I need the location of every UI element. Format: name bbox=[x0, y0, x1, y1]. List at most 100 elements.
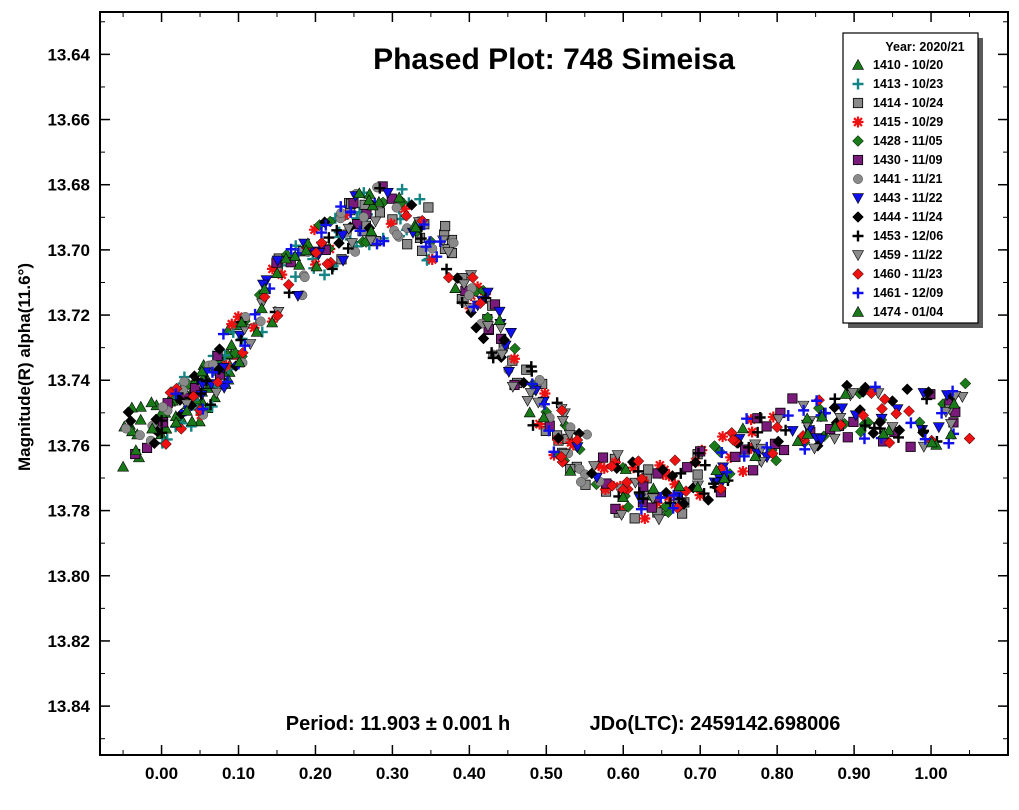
data-point bbox=[134, 413, 147, 425]
data-point bbox=[156, 415, 168, 427]
data-point bbox=[477, 332, 490, 345]
data-point bbox=[255, 316, 266, 327]
data-point bbox=[271, 267, 284, 278]
data-point bbox=[617, 491, 630, 502]
data-point bbox=[633, 487, 645, 499]
legend-marker bbox=[851, 305, 865, 317]
data-point bbox=[170, 388, 182, 400]
data-point bbox=[248, 322, 260, 334]
data-point bbox=[300, 244, 313, 256]
data-point bbox=[381, 188, 394, 199]
data-point bbox=[647, 482, 660, 494]
data-point bbox=[565, 436, 577, 448]
period-annotation: Period: 11.903 ± 0.001 h bbox=[286, 713, 510, 735]
data-point bbox=[150, 413, 163, 426]
data-point bbox=[752, 426, 764, 438]
data-point bbox=[699, 459, 711, 471]
data-point bbox=[487, 352, 499, 364]
data-point bbox=[289, 250, 302, 262]
data-point bbox=[611, 450, 624, 462]
data-point bbox=[354, 225, 366, 237]
data-point bbox=[486, 347, 498, 359]
data-point bbox=[945, 419, 958, 431]
data-point bbox=[279, 252, 292, 264]
data-point bbox=[449, 282, 462, 294]
data-point bbox=[364, 235, 377, 247]
data-point bbox=[426, 253, 438, 265]
data-point bbox=[932, 422, 945, 434]
data-point bbox=[657, 463, 669, 476]
data-point bbox=[308, 224, 320, 236]
data-point bbox=[791, 435, 804, 446]
data-point bbox=[675, 467, 687, 479]
x-axis: 0.00 0.10 0.20 0.30 0.40 0.50 0.60 0.70 0.80 0.90… bbox=[122, 12, 971, 783]
data-point bbox=[606, 479, 619, 492]
data-point bbox=[378, 235, 390, 247]
data-point bbox=[766, 447, 779, 460]
data-point bbox=[495, 349, 508, 361]
series-points bbox=[129, 187, 961, 502]
data-point bbox=[876, 402, 888, 415]
y-tick-label: 13.76 bbox=[47, 436, 90, 455]
data-point bbox=[391, 202, 402, 213]
data-point bbox=[610, 503, 621, 514]
data-point bbox=[258, 291, 271, 303]
data-point bbox=[673, 480, 686, 491]
data-point bbox=[160, 438, 172, 450]
data-point bbox=[695, 446, 706, 457]
data-point bbox=[315, 227, 327, 239]
data-point bbox=[556, 415, 569, 427]
data-point bbox=[901, 383, 914, 396]
data-point bbox=[250, 325, 263, 337]
data-point bbox=[615, 510, 628, 521]
data-point bbox=[959, 377, 972, 390]
y-tick-label: 13.74 bbox=[47, 371, 90, 390]
data-point bbox=[372, 195, 385, 207]
data-point bbox=[829, 393, 841, 405]
data-point bbox=[811, 395, 823, 407]
data-point bbox=[593, 460, 605, 472]
data-point bbox=[493, 306, 506, 318]
data-point bbox=[466, 271, 479, 284]
y-tick-label: 13.64 bbox=[47, 45, 90, 64]
data-point bbox=[869, 381, 881, 393]
data-point bbox=[195, 388, 207, 400]
data-point bbox=[892, 431, 904, 443]
data-point bbox=[778, 444, 790, 456]
data-point bbox=[200, 375, 212, 387]
data-point bbox=[667, 502, 679, 514]
data-point bbox=[669, 454, 681, 467]
data-point bbox=[905, 441, 916, 452]
data-point bbox=[556, 404, 568, 417]
data-point bbox=[157, 402, 168, 412]
data-point bbox=[400, 210, 413, 222]
legend-marker bbox=[852, 154, 864, 166]
data-point bbox=[276, 269, 288, 281]
data-point bbox=[621, 476, 633, 488]
data-point bbox=[434, 236, 446, 248]
data-point bbox=[663, 491, 675, 503]
data-point bbox=[691, 481, 704, 492]
data-point bbox=[632, 455, 645, 467]
data-point bbox=[815, 434, 828, 446]
x-tick-label: 0.70 bbox=[684, 764, 717, 783]
data-point bbox=[418, 219, 430, 231]
y-axis: 13.64 13.66 13.68 13.70 13.72 13.74 13.76 13.78… bbox=[47, 21, 1008, 740]
data-point bbox=[285, 243, 297, 255]
data-point bbox=[458, 279, 471, 291]
data-point bbox=[632, 465, 644, 477]
data-point bbox=[652, 514, 665, 526]
data-point bbox=[396, 183, 408, 195]
data-point bbox=[948, 397, 961, 409]
data-point bbox=[859, 420, 871, 432]
legend-marker bbox=[852, 78, 864, 90]
data-point bbox=[187, 390, 200, 403]
data-point bbox=[521, 395, 534, 407]
data-point bbox=[727, 434, 739, 446]
data-point bbox=[179, 376, 190, 387]
data-point bbox=[555, 450, 568, 463]
x-tick-label: 0.60 bbox=[607, 764, 640, 783]
data-point bbox=[878, 393, 891, 406]
legend-item-label: 1453 - 12/06 bbox=[873, 229, 943, 243]
data-point bbox=[737, 465, 749, 477]
